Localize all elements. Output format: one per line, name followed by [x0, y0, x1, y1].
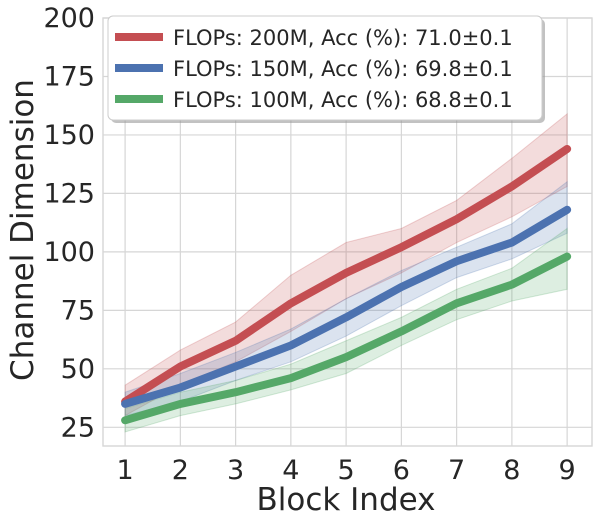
tick-labels: 1 2 3 4 5 6 7 8 9 25 50 75 100 125 150 175 200: [43, 3, 575, 486]
x-tick-label: 5: [338, 455, 355, 486]
x-tick-label: 4: [282, 455, 299, 486]
legend-entry-3: FLOPs: 100M, Acc (%): 68.8±0.1: [173, 88, 513, 112]
y-tick-label: 75: [61, 295, 95, 326]
legend-box: [107, 15, 543, 121]
x-tick-label: 8: [503, 455, 520, 486]
y-axis-label: Channel Dimension: [5, 79, 41, 381]
y-tick-label: 175: [43, 61, 95, 92]
legend: FLOPs: 200M, Acc (%): 71.0±0.1 FLOPs: 150…: [107, 15, 545, 123]
series-line-3: [121, 252, 572, 425]
confidence-band-2: [124, 180, 568, 417]
legend-entry-1: FLOPs: 200M, Acc (%): 71.0±0.1: [173, 26, 513, 50]
x-tick-label: 2: [172, 455, 189, 486]
series-lines: [121, 144, 572, 425]
x-tick-label: 3: [227, 455, 244, 486]
series-line-2: [121, 205, 572, 408]
y-tick-label: 150: [43, 120, 95, 151]
y-tick-label: 50: [61, 354, 95, 385]
legend-entry-2: FLOPs: 150M, Acc (%): 69.8±0.1: [173, 57, 513, 81]
y-tick-label: 25: [61, 412, 95, 443]
confidence-band-3: [124, 227, 568, 433]
y-tick-label: 125: [43, 178, 95, 209]
x-tick-label: 9: [559, 455, 576, 486]
series-line-1: [121, 144, 572, 406]
y-tick-label: 200: [43, 3, 95, 34]
x-tick-label: 1: [117, 455, 134, 486]
x-tick-label: 6: [393, 455, 410, 486]
x-axis-label: Block Index: [256, 482, 435, 518]
y-tick-label: 100: [43, 237, 95, 268]
x-tick-label: 7: [448, 455, 465, 486]
